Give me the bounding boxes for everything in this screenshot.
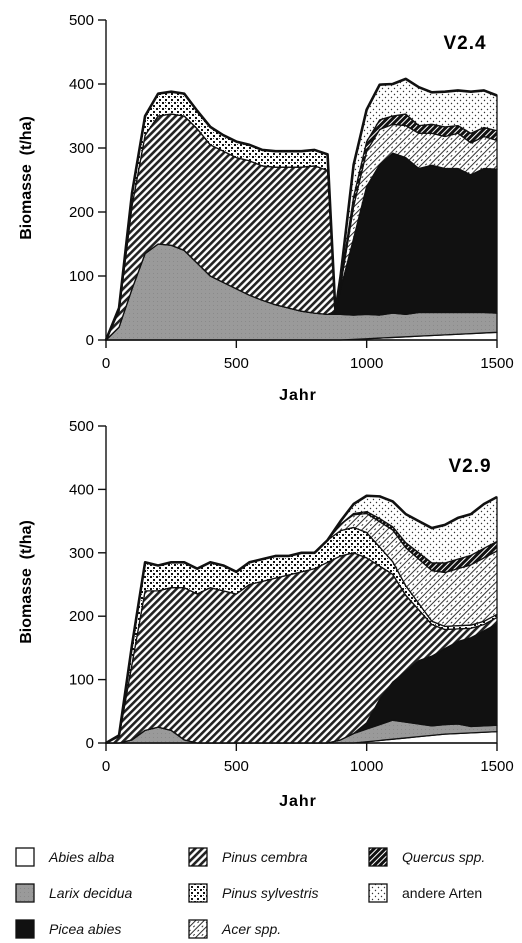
chart1-xlabel: Jahr [279,387,317,404]
chart2-axes: V2.9 Biomasse (t/ha) Jahr 0 100 200 300 400 5… [18,418,514,810]
chart2-ytick-label: 500 [69,418,94,435]
legend-swatch-andere-arten [368,883,388,903]
chart1-xtick-label: 0 [102,355,110,372]
chart1-title: V2.4 [443,33,486,54]
chart1-ytick-label: 400 [69,76,94,93]
chart2-areas [105,494,498,745]
chart2-xlabel: Jahr [279,793,317,810]
legend-item-picea-abies: Picea abies [15,918,121,940]
chart1-areas [104,77,498,341]
legend-item-pinus-cembra: Pinus cembra [188,846,308,868]
chart1-ylabel: Biomasse (t/ha) [18,116,35,240]
chart1-xtick-label: 500 [224,355,249,372]
legend: Abies alba Pinus cembra Quercus spp. Lar… [0,838,522,943]
legend-item-pinus-sylvestris: Pinus sylvestris [188,882,318,904]
legend-swatch-pinus-sylvestris [188,883,208,903]
legend-swatch-larix-decidua [15,883,35,903]
legend-label: Pinus sylvestris [222,885,319,901]
chart2-ytick-label: 0 [86,735,94,752]
legend-item-larix-decidua: Larix decidua [15,882,132,904]
legend-label: Quercus spp. [402,849,486,865]
legend-swatch-abies-alba [15,847,35,867]
chart1-ytick-label: 200 [69,204,94,221]
legend-label: Picea abies [49,921,122,937]
chart1-xtick-label: 1500 [480,355,513,372]
chart2-total-line [105,494,498,745]
chart1-axes: V2.4 Biomasse (t/ha) Jahr 0 100 200 300 400 5… [18,12,514,404]
legend-swatch-acer [188,919,208,939]
legend-swatch-picea-abies [15,919,35,939]
legend-label: Acer spp. [222,921,282,937]
chart2-xtick-label: 0 [102,758,110,775]
chart2-ytick-label: 300 [69,545,94,562]
chart2-ytick-label: 100 [69,672,94,689]
chart2-xtick-label: 1000 [350,758,383,775]
legend-item-acer: Acer spp. [188,918,281,940]
chart2-ylabel: Biomasse (t/ha) [18,520,35,644]
chart2-xtick-label: 500 [224,758,249,775]
chart-canvas: V2.4 Biomasse (t/ha) Jahr 0 100 200 300 400 5… [18,12,514,810]
legend-label: Larix decidua [49,885,133,901]
legend-swatch-quercus [368,847,388,867]
legend-item-abies-alba: Abies alba [15,846,114,868]
chart1-xtick-label: 1000 [350,355,383,372]
chart1-ytick-label: 300 [69,140,94,157]
legend-label: Pinus cembra [222,849,308,865]
chart1-ytick-label: 100 [69,268,94,285]
chart1-ytick-label: 500 [69,12,94,29]
legend-swatch-pinus-cembra [188,847,208,867]
legend-label: andere Arten [402,885,483,901]
chart2-title: V2.9 [448,456,491,477]
chart2-xtick-label: 1500 [480,758,513,775]
legend-label: Abies alba [49,849,115,865]
chart2-ytick-label: 200 [69,608,94,625]
legend-item-quercus: Quercus spp. [368,846,485,868]
chart1-total-line [104,77,498,341]
chart1-ytick-label: 0 [86,332,94,349]
chart2-ytick-label: 400 [69,481,94,498]
legend-item-andere-arten: andere Arten [368,882,482,904]
